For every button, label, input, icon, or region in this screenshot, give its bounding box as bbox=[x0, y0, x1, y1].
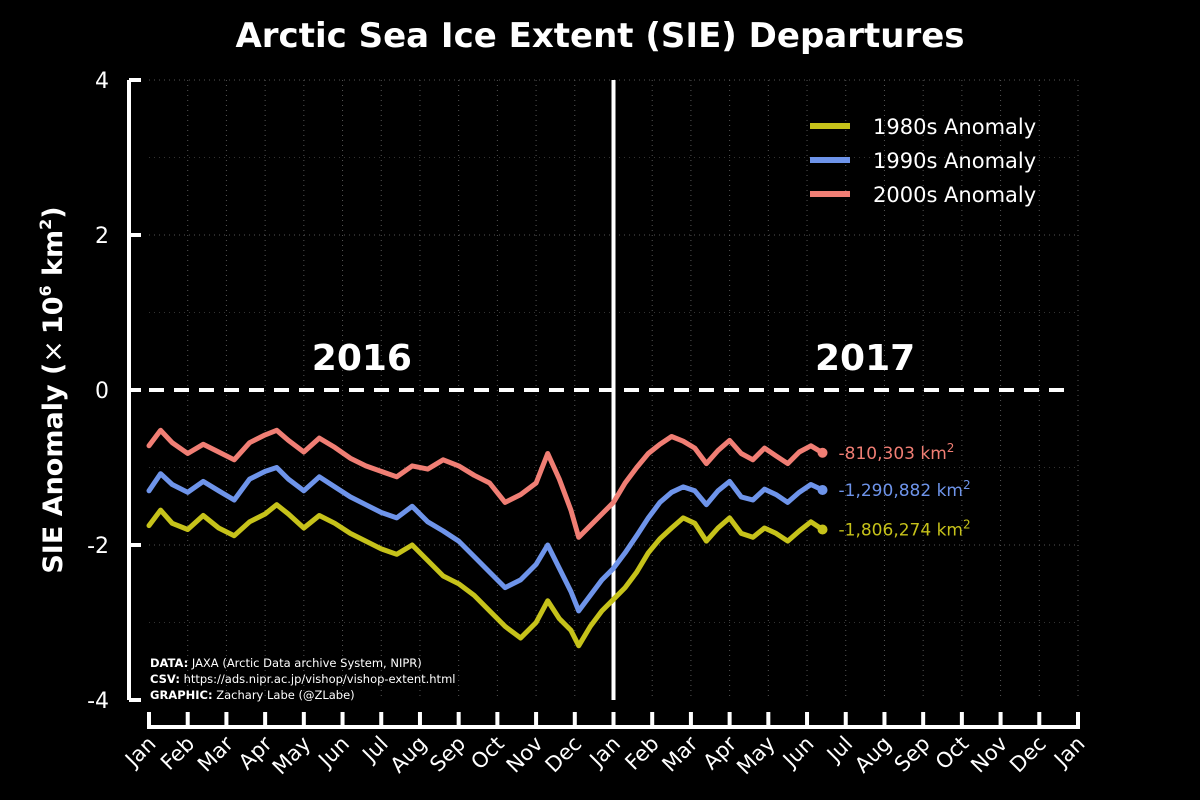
ylabel-exp6: 6 bbox=[36, 285, 55, 296]
year-label: 2017 bbox=[815, 338, 915, 379]
ylabel-ten: 10 bbox=[38, 296, 69, 334]
y-ticks: 4 2 0 -2 -4 bbox=[87, 69, 141, 714]
credit-data: DATA: JAXA (Arctic Data archive System, … bbox=[150, 656, 422, 670]
legend: 1980s Anomaly 1990s Anomaly 2000s Anomaly bbox=[810, 115, 1036, 207]
legend-label: 1990s Anomaly bbox=[873, 149, 1036, 173]
year-label: 2016 bbox=[312, 338, 412, 379]
ylabel-close: ) bbox=[38, 206, 69, 218]
end-label: -1,806,274 km2 bbox=[839, 518, 971, 541]
y-tick-label: 2 bbox=[95, 224, 109, 249]
ylabel-exp2: 2 bbox=[36, 219, 55, 230]
series-end-marker bbox=[817, 484, 828, 495]
y-tick-label: 4 bbox=[95, 69, 109, 94]
end-label: -810,303 km2 bbox=[839, 441, 955, 464]
y-axis-label: SIE Anomaly (× 106 km2) bbox=[36, 206, 69, 573]
y-tick-label: 0 bbox=[95, 379, 109, 404]
ylabel-times: × bbox=[38, 340, 69, 363]
year-labels: 2016 2017 bbox=[312, 338, 915, 379]
y-tick-label: -4 bbox=[87, 689, 109, 714]
series-line-2000s-anomaly bbox=[146, 427, 825, 540]
credits: DATA: JAXA (Arctic Data archive System, … bbox=[150, 656, 455, 702]
series-line-1990s-anomaly bbox=[146, 465, 825, 614]
series-end-marker bbox=[817, 524, 828, 535]
credit-graphic: GRAPHIC: Zachary Labe (@ZLabe) bbox=[150, 688, 355, 702]
chart-title: Arctic Sea Ice Extent (SIE) Departures bbox=[235, 16, 964, 56]
credit-csv: CSV: https://ads.nipr.ac.jp/vishop/visho… bbox=[150, 672, 455, 686]
legend-label: 1980s Anomaly bbox=[873, 115, 1036, 139]
end-labels: -1,806,274 km2 -1,290,882 km2 -810,303 km2 bbox=[839, 441, 971, 541]
ylabel-km: km bbox=[38, 230, 69, 286]
y-tick-label: -2 bbox=[87, 534, 109, 559]
end-label: -1,290,882 km2 bbox=[839, 478, 971, 501]
legend-label: 2000s Anomaly bbox=[873, 183, 1036, 207]
series-line-1980s-anomaly bbox=[146, 502, 825, 649]
series-lines bbox=[146, 427, 828, 649]
ylabel-main: SIE Anomaly ( bbox=[38, 363, 69, 574]
series-end-marker bbox=[817, 447, 828, 458]
